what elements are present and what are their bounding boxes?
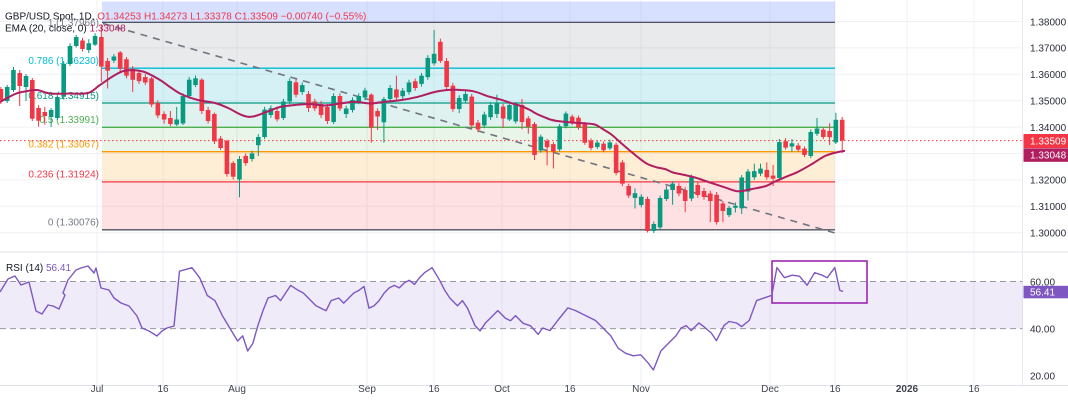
- svg-text:0.382 (1.33067): 0.382 (1.33067): [28, 140, 99, 151]
- svg-text:1.32000: 1.32000: [1030, 176, 1067, 187]
- svg-text:GBP/USD Spot, 1D, O1.34253 H1: GBP/USD Spot, 1D, O1.34253 H1.34273 L1.3…: [5, 12, 366, 23]
- svg-text:RSI (14): RSI (14): [6, 263, 43, 274]
- svg-text:1.31000: 1.31000: [1030, 202, 1067, 213]
- svg-text:Dec: Dec: [761, 384, 779, 395]
- svg-text:1.37000: 1.37000: [1030, 44, 1067, 55]
- svg-text:0 (1.30076): 0 (1.30076): [48, 218, 99, 229]
- svg-text:1.38000: 1.38000: [1030, 17, 1067, 28]
- svg-text:Oct: Oct: [494, 384, 510, 395]
- svg-text:16: 16: [157, 384, 169, 395]
- svg-text:56.41: 56.41: [1030, 288, 1055, 299]
- svg-text:60.00: 60.00: [1030, 277, 1055, 288]
- svg-text:1.36000: 1.36000: [1030, 70, 1067, 81]
- svg-text:16: 16: [564, 384, 576, 395]
- svg-text:20.00: 20.00: [1030, 372, 1055, 383]
- svg-text:2026: 2026: [896, 384, 919, 395]
- svg-text:Sep: Sep: [358, 384, 376, 395]
- svg-text:Aug: Aug: [228, 384, 246, 395]
- svg-text:EMA (20, close, 0) 1.33048: EMA (20, close, 0) 1.33048: [5, 24, 126, 35]
- svg-text:1.35000: 1.35000: [1030, 97, 1067, 108]
- svg-text:56.41: 56.41: [46, 263, 71, 274]
- svg-text:0.5 (1.33991): 0.5 (1.33991): [40, 115, 100, 126]
- svg-text:16: 16: [968, 384, 980, 395]
- svg-text:16: 16: [428, 384, 440, 395]
- svg-text:1.34000: 1.34000: [1030, 123, 1067, 134]
- svg-text:16: 16: [829, 384, 841, 395]
- svg-text:1 (1.37966): 1 (1.37966): [48, 18, 99, 29]
- svg-text:0.236 (1.31924): 0.236 (1.31924): [28, 170, 99, 181]
- svg-text:1.33509: 1.33509: [1030, 137, 1067, 148]
- svg-text:40.00: 40.00: [1030, 324, 1055, 335]
- svg-text:1.33048: 1.33048: [1030, 151, 1067, 162]
- svg-text:1.30000: 1.30000: [1030, 229, 1067, 240]
- svg-text:Jul: Jul: [91, 384, 104, 395]
- svg-text:Nov: Nov: [632, 384, 650, 395]
